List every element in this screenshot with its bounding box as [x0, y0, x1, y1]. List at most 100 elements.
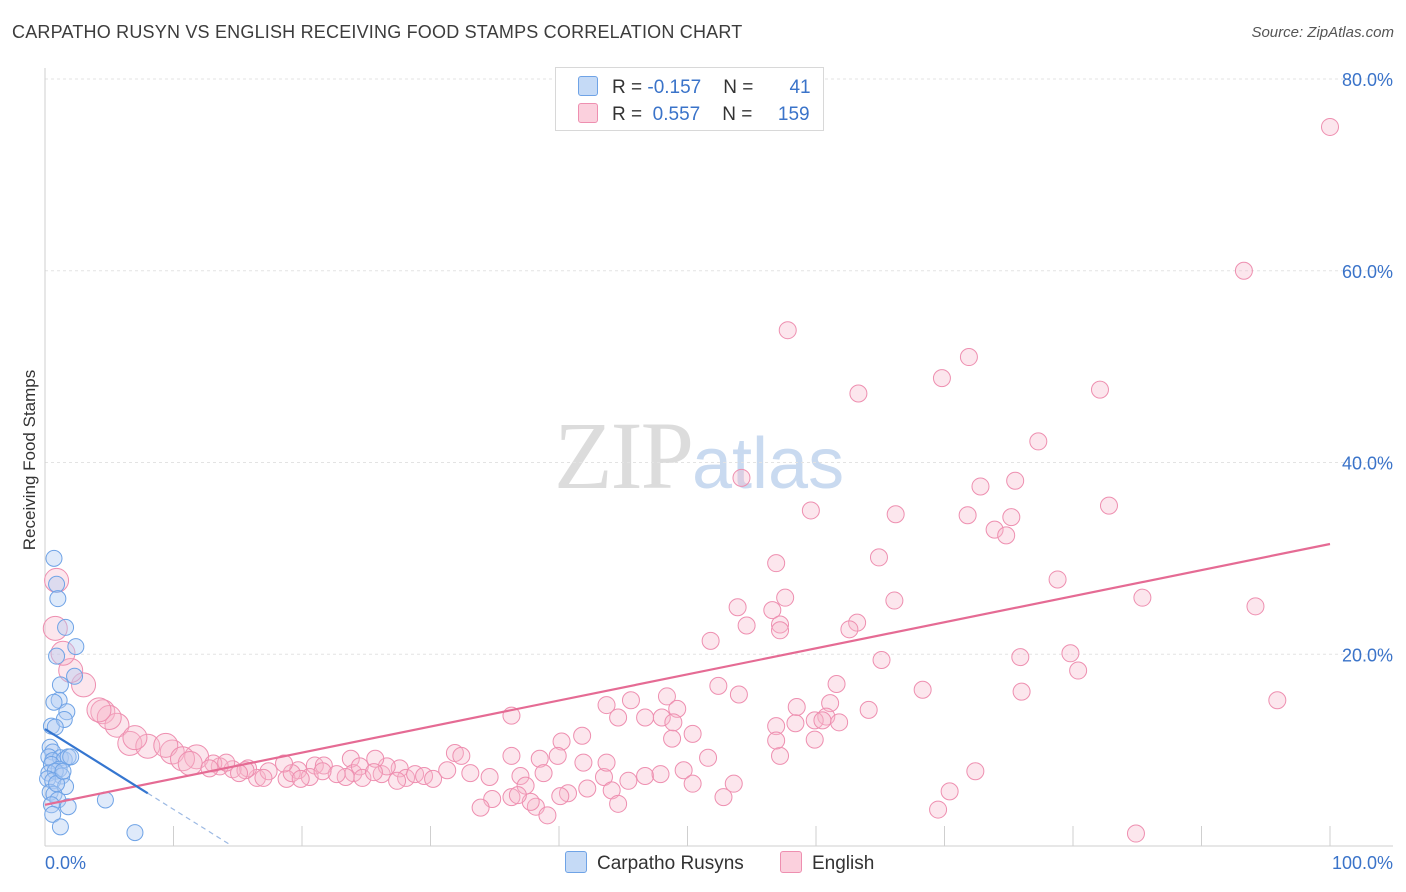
legend-swatch-pink: [780, 851, 802, 873]
english-point: [714, 788, 733, 807]
legend-row-english: R = 0.557 N = 159: [578, 103, 810, 126]
watermark: ZIPatlas: [554, 400, 844, 511]
carpatho-point: [49, 590, 67, 608]
english-point: [50, 640, 76, 666]
english-point: [353, 768, 372, 787]
english-point: [424, 769, 443, 788]
english-point: [664, 713, 683, 732]
carpatho-point: [48, 647, 66, 665]
carpatho-point: [51, 676, 69, 694]
english-point: [366, 749, 385, 768]
english-point: [849, 384, 868, 403]
english-point: [940, 782, 959, 801]
english-point: [438, 761, 457, 780]
english-point: [153, 732, 179, 758]
english-point: [548, 746, 567, 765]
x-tick-label-max: 100.0%: [1332, 853, 1393, 873]
english-point: [578, 779, 597, 798]
english-point: [177, 751, 203, 777]
english-point: [929, 800, 948, 819]
english-point: [1012, 682, 1031, 701]
carpatho-point: [54, 762, 72, 780]
english-point: [169, 746, 195, 772]
english-point: [1099, 496, 1118, 515]
english-point: [636, 767, 655, 786]
english-point: [1006, 471, 1025, 490]
english-point: [771, 746, 790, 765]
english-point: [508, 786, 527, 805]
english-point: [502, 746, 521, 765]
english-point: [971, 477, 990, 496]
legend-swatch-blue: [565, 851, 587, 873]
english-point: [282, 764, 301, 783]
english-point: [872, 651, 891, 670]
english-point: [58, 658, 84, 684]
english-point: [341, 749, 360, 768]
english-point: [71, 672, 97, 698]
english-point: [830, 713, 849, 732]
english-point: [683, 724, 702, 743]
carpatho-rusyn-points: [39, 549, 144, 842]
english-point: [1011, 648, 1030, 667]
english-point: [767, 717, 786, 736]
english-point: [594, 767, 613, 786]
english-point: [609, 708, 628, 727]
english-point: [663, 729, 682, 748]
english-point: [538, 806, 557, 825]
english-point: [1321, 117, 1339, 136]
english-point: [724, 774, 743, 793]
english-point: [683, 774, 702, 793]
english-point: [813, 711, 832, 730]
english-points: [42, 117, 1339, 843]
y-tick-label: 20.0%: [1342, 645, 1393, 665]
english-point: [771, 621, 790, 640]
english-point: [1069, 661, 1088, 680]
source-label: Source: ZipAtlas.com: [1251, 24, 1394, 41]
english-point: [551, 787, 570, 806]
legend-label-english: English: [812, 853, 875, 874]
y-axis-label: Receiving Food Stamps: [20, 369, 39, 551]
english-point: [932, 369, 951, 388]
english-point: [668, 699, 687, 718]
carpatho-point: [48, 575, 66, 593]
carpatho-point: [45, 549, 63, 567]
english-point: [840, 620, 859, 639]
carpatho-point: [51, 818, 69, 836]
chart-title: CARPATHO RUSYN VS ENGLISH RECEIVING FOOD…: [12, 22, 743, 42]
english-point: [869, 548, 888, 567]
english-point: [805, 730, 824, 749]
english-point: [597, 696, 616, 715]
axes: [44, 68, 1393, 847]
legend-n-value: 159: [777, 104, 810, 125]
grid: [45, 78, 1393, 655]
english-point: [471, 798, 490, 817]
english-point: [574, 753, 593, 772]
english-point: [729, 685, 748, 704]
english-point: [801, 501, 820, 520]
english-point: [767, 554, 786, 573]
english-point: [621, 691, 640, 710]
english-point: [913, 680, 932, 699]
legend-item-english[interactable]: English: [780, 851, 874, 875]
english-point: [516, 776, 535, 795]
english-point: [104, 712, 130, 738]
english-point: [364, 763, 383, 782]
y-tick-label: 80.0%: [1342, 70, 1393, 90]
english-point: [771, 615, 790, 634]
english-point: [674, 761, 693, 780]
english-point: [96, 705, 122, 731]
english-point: [461, 764, 480, 783]
legend-n-label: N =: [723, 77, 759, 98]
english-point: [778, 321, 797, 340]
english-point: [552, 732, 571, 751]
english-point: [787, 697, 806, 716]
english-point: [652, 708, 671, 727]
carpatho-point: [57, 618, 75, 636]
english-point: [502, 788, 521, 807]
legend-item-carpatho-rusyns[interactable]: Carpatho Rusyns: [565, 851, 744, 875]
english-point: [313, 762, 332, 781]
trend-lines: [44, 542, 1331, 846]
english-point: [786, 714, 805, 733]
english-point: [966, 762, 985, 781]
english-point: [767, 731, 786, 750]
